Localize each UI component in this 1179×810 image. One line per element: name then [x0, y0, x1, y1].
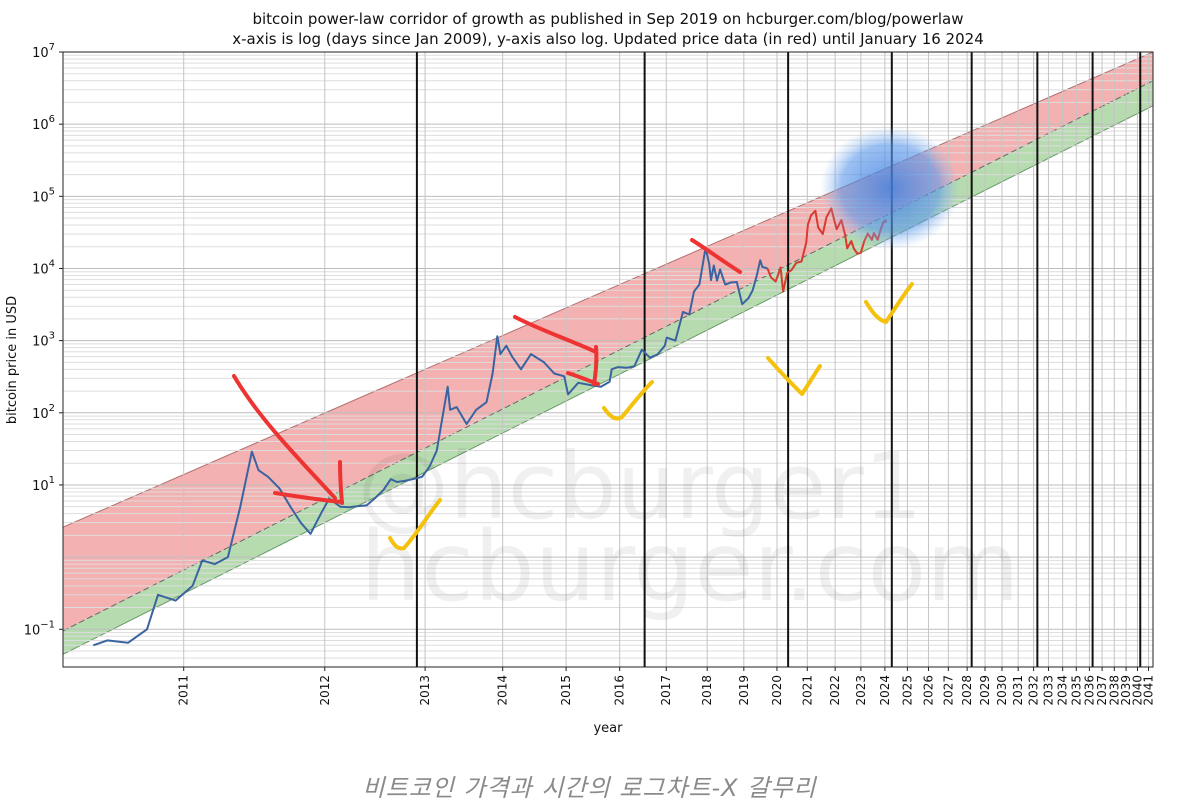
x-tick-label: 2025	[900, 675, 914, 706]
x-tick-label: 2037	[1095, 675, 1109, 706]
watermark-site: hcburger.com	[360, 511, 1019, 623]
yellow-check-mark	[388, 498, 442, 551]
red-trend-arrow	[513, 315, 598, 354]
x-tick-label: 2013	[418, 675, 432, 706]
x-tick-label: 2022	[828, 675, 842, 706]
yellow-check-mark	[864, 282, 914, 324]
x-tick-label: 2019	[737, 675, 751, 706]
price-series-historical	[92, 246, 768, 647]
red-trend-arrow	[338, 460, 344, 505]
x-tick-label: 2027	[941, 675, 955, 706]
x-tick-label: 2029	[978, 675, 992, 706]
y-tick-label: 107	[32, 42, 55, 61]
chart-subtitle: x-axis is log (days since Jan 2009), y-a…	[232, 30, 984, 48]
y-tick-label: 105	[32, 186, 55, 205]
y-tick-label: 102	[32, 403, 55, 422]
x-tick-label: 2032	[1027, 675, 1041, 706]
x-tick-label: 2011	[177, 675, 191, 706]
watermark-handle: @hcburger1	[357, 433, 922, 540]
x-axis-label: year	[593, 721, 623, 736]
x-tick-label: 2035	[1069, 675, 1083, 706]
blue-highlight-blob	[820, 126, 960, 250]
y-tick-label: 10−1	[24, 619, 55, 638]
y-tick-label: 101	[32, 475, 55, 494]
x-tick-label: 2030	[995, 675, 1009, 706]
x-tick-label: 2023	[854, 675, 868, 706]
red-trend-arrow	[690, 238, 742, 274]
powerlaw-chart: bitcoin power-law corridor of growth as …	[5, 10, 1156, 736]
x-tick-label: 2031	[1011, 675, 1025, 706]
x-tick-label: 2038	[1107, 675, 1121, 706]
y-tick-label: 104	[32, 258, 55, 277]
plot-frame	[62, 51, 1154, 668]
red-trend-arrow	[232, 374, 337, 500]
x-tick-label: 2012	[318, 675, 332, 706]
x-tick-label: 2041	[1142, 675, 1156, 706]
x-tick-label: 2036	[1082, 675, 1096, 706]
red-trend-arrow	[566, 371, 600, 386]
x-tick-label: 2018	[700, 675, 714, 706]
y-tick-label: 103	[32, 331, 55, 350]
red-trend-arrow	[592, 345, 599, 386]
yellow-check-mark	[766, 356, 822, 396]
x-tick-label: 2024	[878, 675, 892, 706]
x-tick-label: 2039	[1119, 675, 1133, 706]
y-axis-label: bitcoin price in USD	[5, 296, 20, 424]
yellow-check-mark	[602, 380, 654, 421]
image-caption: 비트코인 가격과 시간의 로그차트-X 갈무리	[362, 774, 817, 802]
y-tick-label: 106	[32, 114, 55, 133]
x-tick-label: 2015	[559, 675, 573, 706]
x-tick-label: 2040	[1130, 675, 1144, 706]
x-tick-label: 2026	[921, 675, 935, 706]
x-tick-label: 2016	[613, 675, 627, 706]
x-tick-label: 2014	[496, 675, 510, 706]
x-tick-label: 2021	[800, 675, 814, 706]
x-tick-label: 2034	[1056, 675, 1070, 706]
x-tick-label: 2033	[1041, 675, 1055, 706]
red-trend-arrow	[273, 491, 344, 504]
x-tick-label: 2020	[770, 675, 784, 706]
chart-title: bitcoin power-law corridor of growth as …	[252, 10, 963, 28]
x-tick-label: 2017	[659, 675, 673, 706]
x-tick-label: 2028	[960, 675, 974, 706]
